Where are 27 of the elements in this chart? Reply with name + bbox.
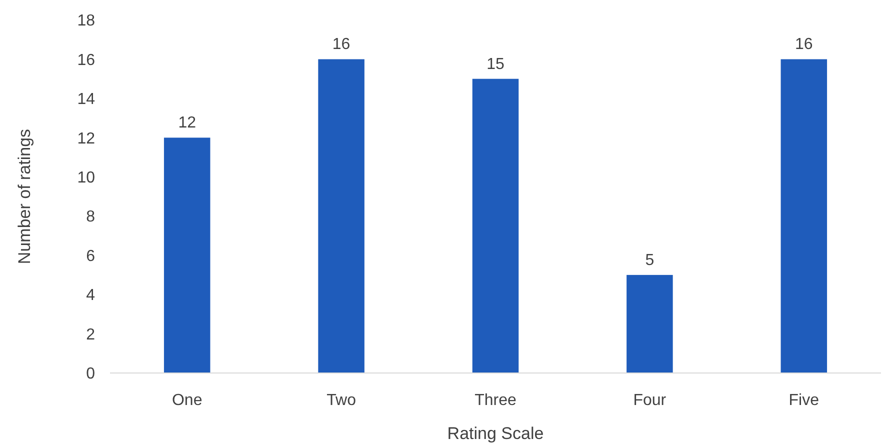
y-tick-label: 10 (77, 169, 96, 186)
bar (164, 138, 210, 373)
data-label: 5 (645, 252, 654, 269)
data-label: 16 (795, 36, 813, 54)
y-tick-label: 18 (77, 12, 96, 30)
bar (626, 274, 673, 373)
y-tick-label: 16 (77, 52, 96, 69)
y-axis-title: Number of ratings (15, 128, 34, 264)
x-tick-label: One (172, 392, 202, 409)
x-tick-label: Four (633, 392, 667, 409)
bar (780, 59, 828, 373)
bar (318, 59, 364, 373)
x-tick-label: Five (788, 392, 820, 409)
data-label: 16 (332, 36, 350, 54)
x-tick-label: Three (474, 392, 516, 409)
data-label: 12 (178, 114, 196, 132)
y-tick-label: 2 (86, 326, 96, 344)
y-tick-label: 0 (86, 366, 96, 383)
y-tick-label: 4 (86, 287, 96, 304)
x-axis-title: Rating Scale (447, 424, 544, 443)
y-tick-label: 14 (77, 91, 96, 108)
y-tick-label: 6 (86, 248, 96, 265)
y-tick-label: 12 (77, 130, 96, 148)
bar (472, 78, 519, 373)
data-label: 15 (486, 56, 504, 73)
x-tick-label: Two (326, 392, 356, 409)
y-tick-label: 8 (86, 208, 96, 226)
